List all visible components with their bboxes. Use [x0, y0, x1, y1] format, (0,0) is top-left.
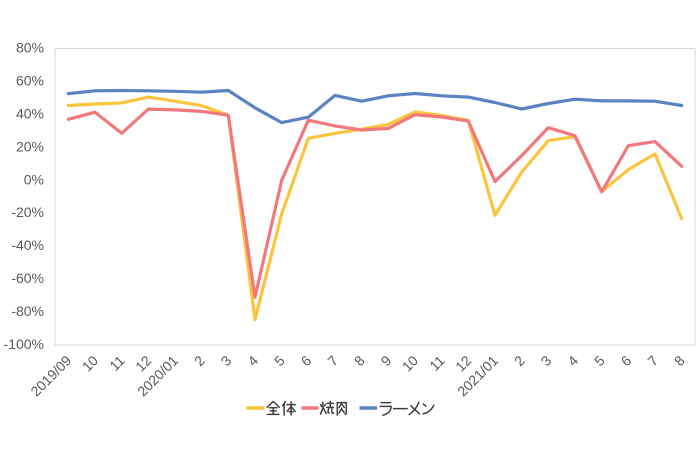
- svg-text:80%: 80%: [16, 40, 44, 56]
- svg-text:-40%: -40%: [11, 237, 44, 253]
- svg-text:20%: 20%: [16, 138, 44, 154]
- svg-text:60%: 60%: [16, 72, 44, 88]
- svg-text:0%: 0%: [24, 171, 44, 187]
- svg-text:-60%: -60%: [11, 270, 44, 286]
- svg-text:40%: 40%: [16, 105, 44, 121]
- svg-text:-80%: -80%: [11, 303, 44, 319]
- svg-text:-100%: -100%: [4, 336, 44, 352]
- svg-text:-20%: -20%: [11, 204, 44, 220]
